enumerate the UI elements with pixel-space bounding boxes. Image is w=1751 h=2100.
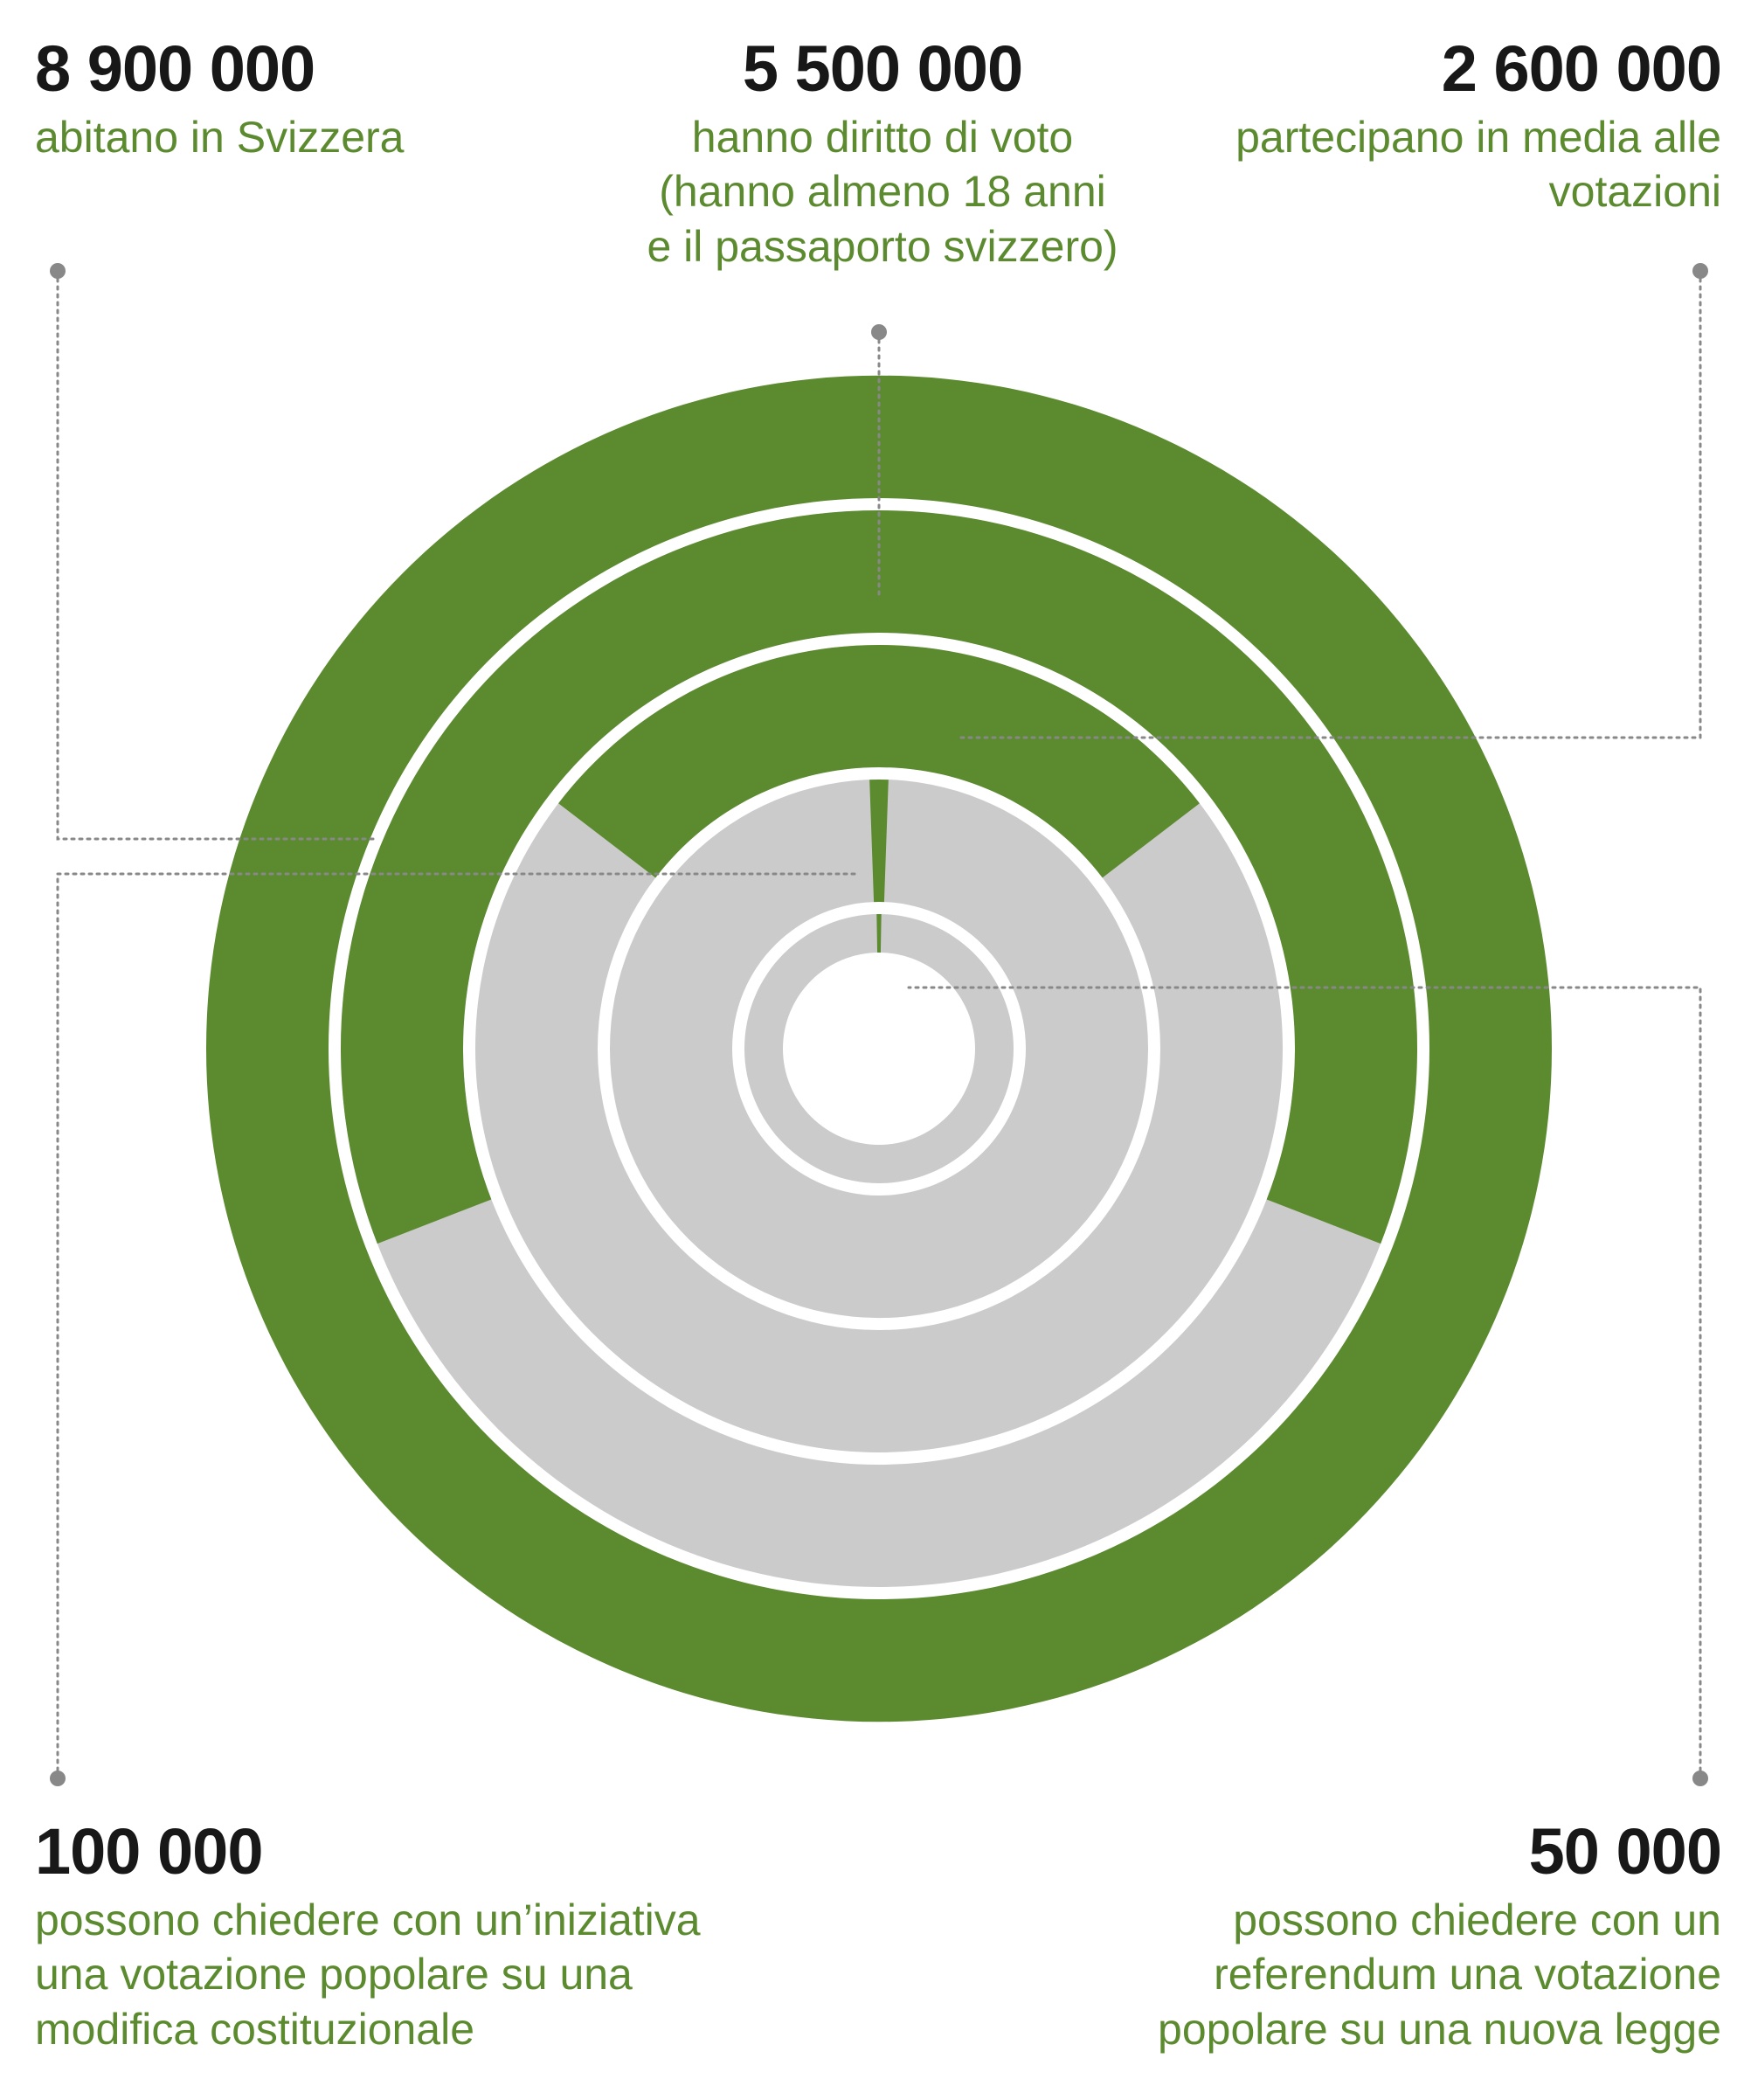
population-desc: abitano in Svizzera (35, 110, 577, 165)
voters-value: 5 500 000 (585, 35, 1180, 103)
population-value: 8 900 000 (35, 35, 577, 103)
initiative-desc: possono chiedere con un’iniziativauna vo… (35, 1893, 821, 2057)
label-participants: 2 600 000 partecipano in media allevotaz… (1206, 35, 1721, 219)
initiative-value: 100 000 (35, 1818, 821, 1886)
ring-referendum-value (876, 914, 881, 953)
label-voters: 5 500 000 hanno diritto di voto(hanno al… (585, 35, 1180, 274)
ring-initiative (610, 780, 1148, 1318)
referendum-value: 50 000 (1049, 1818, 1721, 1886)
leader-dot-voters (871, 324, 887, 340)
label-population: 8 900 000 abitano in Svizzera (35, 35, 577, 164)
ring-participants (475, 645, 1283, 1452)
voters-desc: hanno diritto di voto(hanno almeno 18 an… (585, 110, 1180, 274)
ring-referendum-bg (744, 914, 1014, 1183)
label-initiative: 100 000 possono chiedere con un’iniziati… (35, 1818, 821, 2056)
label-referendum: 50 000 possono chiedere con unreferendum… (1049, 1818, 1721, 2056)
participants-value: 2 600 000 (1206, 35, 1721, 103)
ring-referendum (744, 914, 1014, 1183)
concentric-chart (203, 372, 1555, 1725)
leader-dot-participants (1692, 263, 1708, 279)
participants-desc: partecipano in media allevotazioni (1206, 110, 1721, 219)
leader-dot-referendum (1692, 1771, 1708, 1786)
referendum-desc: possono chiedere con unreferendum una vo… (1049, 1893, 1721, 2057)
leader-dot-population (50, 263, 66, 279)
leader-dot-initiative (50, 1771, 66, 1786)
